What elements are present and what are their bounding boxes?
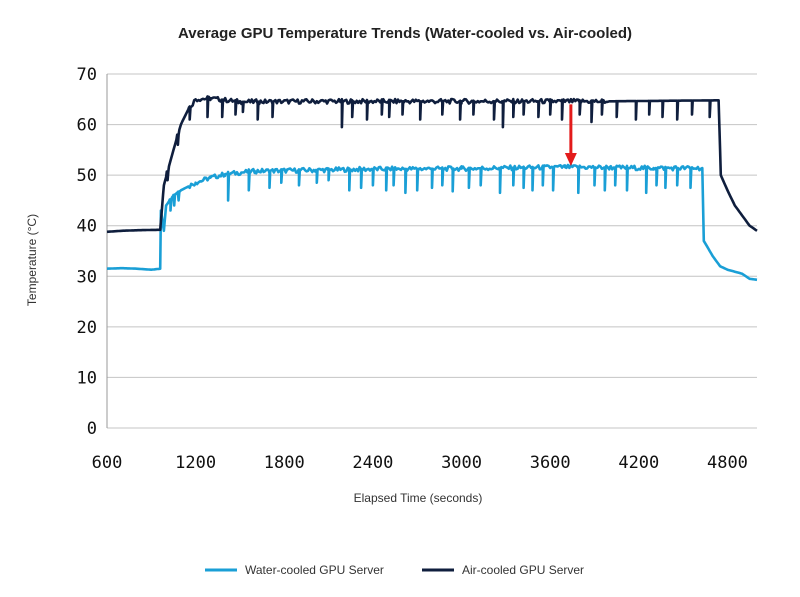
x-tick-label: 1200: [175, 453, 216, 473]
x-axis-ticks: 600 1200 1800 2400 3000 3600 4200 4800: [92, 453, 748, 473]
x-tick-label: 1800: [264, 453, 305, 473]
y-axis-ticks: 0 10 20 30 40 50 60 70: [77, 65, 97, 439]
series-line-water-cooled: [106, 163, 758, 282]
x-tick-label: 3000: [441, 453, 482, 473]
x-tick-label: 4200: [618, 453, 659, 473]
y-tick-label: 20: [77, 318, 97, 338]
chart-title: Average GPU Temperature Trends (Water-co…: [178, 25, 632, 42]
y-tick-label: 0: [87, 419, 97, 439]
annotation-arrow-head: [564, 153, 577, 167]
x-tick-label: 2400: [352, 453, 393, 473]
legend: Water-cooled GPU Server Air-cooled GPU Se…: [205, 563, 584, 577]
series-line-air-cooled: [106, 95, 758, 234]
legend-label: Air-cooled GPU Server: [462, 563, 584, 577]
x-tick-label: 3600: [530, 453, 571, 473]
x-tick-label: 600: [92, 453, 123, 473]
y-tick-label: 10: [77, 368, 97, 388]
series-lines: [106, 95, 758, 282]
y-tick-label: 60: [77, 116, 97, 136]
y-tick-label: 50: [77, 166, 97, 186]
y-tick-label: 30: [77, 267, 97, 287]
legend-label: Water-cooled GPU Server: [245, 563, 384, 577]
x-axis-label: Elapsed Time (seconds): [354, 491, 483, 505]
grid-lines: [106, 73, 757, 429]
y-tick-label: 40: [77, 217, 97, 237]
y-axis-label: Temperature (°C): [25, 214, 39, 306]
y-tick-label: 70: [77, 65, 97, 85]
x-tick-label: 4800: [707, 453, 748, 473]
annotation-layer: [564, 104, 577, 167]
